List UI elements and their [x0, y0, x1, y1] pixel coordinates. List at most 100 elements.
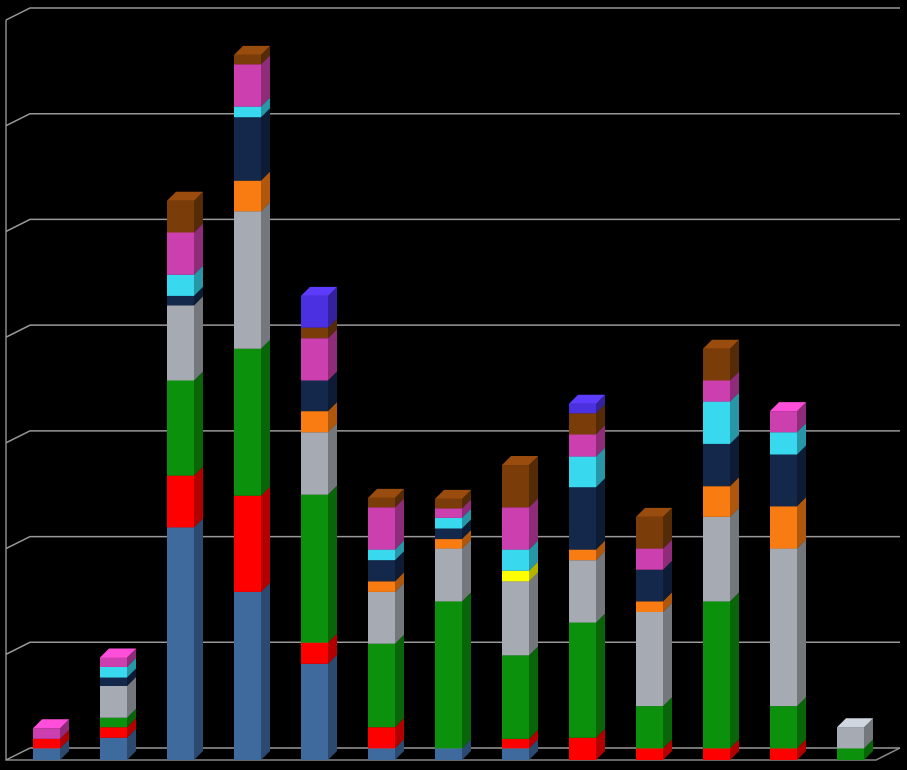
bar-front: [100, 737, 127, 760]
bar-segment: [569, 404, 605, 435]
bar-side: [194, 286, 203, 306]
bar-segment: [703, 477, 739, 517]
bar-front: [636, 569, 663, 602]
bar-front: [770, 454, 797, 507]
bar-front: [234, 64, 261, 107]
bar-segment: [234, 97, 270, 118]
bar-segment: [100, 718, 136, 738]
bar-front: [636, 516, 663, 549]
bar-segment: [703, 592, 739, 749]
bar-front: [435, 528, 462, 540]
bar-segment: [569, 447, 605, 488]
bar-front: [435, 548, 462, 602]
bar-side: [797, 739, 806, 760]
bar-side: [194, 265, 203, 296]
bar-top: [167, 191, 203, 201]
bar-side: [797, 423, 806, 455]
bar-segment: [636, 539, 672, 570]
bar-segment: [167, 191, 203, 233]
bar-front: [636, 706, 663, 749]
bar-side: [261, 486, 270, 592]
bar-side: [797, 697, 806, 749]
bar-front: [234, 106, 261, 118]
bar-segment: [502, 498, 538, 550]
bar-front: [703, 380, 730, 402]
bar-segment: [703, 434, 739, 487]
bar-segment: [435, 508, 471, 529]
bar-top: [837, 718, 873, 728]
bar-top: [100, 648, 136, 658]
bar-segment: [435, 739, 471, 760]
bar-front: [502, 738, 529, 749]
bar-side: [60, 719, 69, 739]
bar-segment: [435, 519, 471, 540]
bar-segment: [301, 423, 337, 495]
bar-side: [328, 286, 337, 328]
bar-side: [730, 339, 739, 381]
bar-side: [730, 477, 739, 517]
bar-side: [730, 592, 739, 749]
bar-side: [60, 739, 69, 760]
bar-top: [569, 394, 605, 404]
bar-side: [261, 55, 270, 107]
bar-side: [730, 392, 739, 444]
bar-segment: [100, 677, 136, 718]
bar-top: [636, 507, 672, 517]
bar-front: [301, 327, 328, 339]
bar-top: [234, 45, 270, 55]
bar-segment: [301, 485, 337, 643]
bar-front: [837, 727, 864, 749]
bar-side: [127, 718, 136, 738]
bar-segment: [100, 657, 136, 678]
bar-side: [797, 539, 806, 707]
bar-side: [395, 551, 404, 582]
bar-side: [127, 648, 136, 667]
bar-side: [328, 485, 337, 643]
bar-side: [261, 97, 270, 118]
bar-segment: [234, 202, 270, 349]
bar-side: [261, 582, 270, 760]
bar-front: [100, 677, 127, 686]
bar-side: [127, 708, 136, 728]
bar-side: [127, 668, 136, 686]
bar-segment: [770, 739, 806, 760]
bar-front: [435, 539, 462, 549]
grid-line: [5, 535, 900, 550]
bar-front: [703, 748, 730, 760]
bar-segment: [234, 55, 270, 107]
bar-segment: [368, 572, 404, 592]
bar-front: [368, 581, 395, 592]
bar-side: [596, 613, 605, 738]
bar-segment: [301, 329, 337, 381]
bar-segment: [234, 108, 270, 181]
bar-segment: [636, 507, 672, 549]
bar-segment: [837, 718, 873, 749]
bar-front: [502, 655, 529, 739]
bar-side: [395, 540, 404, 561]
bar-side: [462, 519, 471, 540]
bar-side: [797, 402, 806, 433]
bar-segment: [301, 371, 337, 412]
bar-segment: [770, 445, 806, 507]
bar-side: [663, 592, 672, 612]
bar-front: [770, 411, 797, 433]
bar-front: [569, 560, 596, 623]
bar-front: [301, 642, 328, 664]
bar-side: [529, 561, 538, 582]
bar-front: [435, 498, 462, 509]
bar-side: [462, 739, 471, 760]
bar-side: [663, 560, 672, 602]
bar-side: [395, 488, 404, 508]
bar-side: [194, 223, 203, 275]
bar-segment: [100, 728, 136, 760]
grid-line: [5, 747, 900, 761]
bar-segment: [435, 530, 471, 549]
bar-segment: [569, 728, 605, 760]
bar-side: [596, 478, 605, 550]
bar-segment: [167, 223, 203, 275]
bar-front: [368, 560, 395, 582]
bar-front: [770, 748, 797, 760]
bar-front: [301, 380, 328, 412]
bar-front: [368, 748, 395, 760]
bar-front: [636, 612, 663, 707]
